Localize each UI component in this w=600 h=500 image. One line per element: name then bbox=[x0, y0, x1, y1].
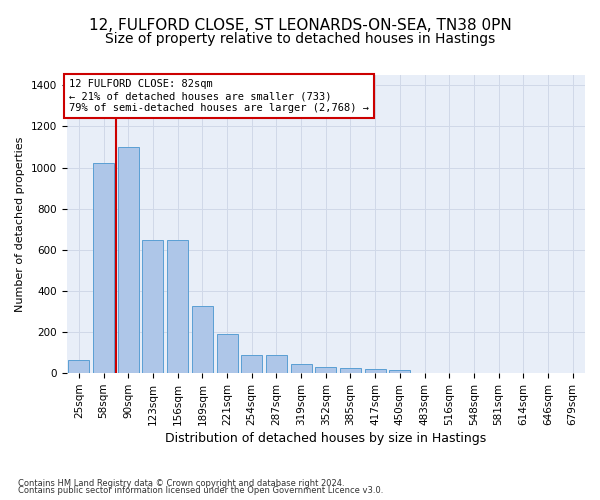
Text: Size of property relative to detached houses in Hastings: Size of property relative to detached ho… bbox=[105, 32, 495, 46]
Bar bbox=[118, 147, 139, 373]
Bar bbox=[167, 240, 188, 373]
Bar bbox=[266, 354, 287, 373]
Text: 12 FULFORD CLOSE: 82sqm
← 21% of detached houses are smaller (733)
79% of semi-d: 12 FULFORD CLOSE: 82sqm ← 21% of detache… bbox=[69, 80, 369, 112]
Bar bbox=[389, 370, 410, 373]
Bar bbox=[68, 360, 89, 373]
Bar bbox=[365, 369, 386, 373]
Bar bbox=[192, 306, 213, 373]
Bar bbox=[290, 364, 311, 373]
Text: 12, FULFORD CLOSE, ST LEONARDS-ON-SEA, TN38 0PN: 12, FULFORD CLOSE, ST LEONARDS-ON-SEA, T… bbox=[89, 18, 511, 32]
Bar bbox=[241, 354, 262, 373]
Bar bbox=[315, 367, 336, 373]
X-axis label: Distribution of detached houses by size in Hastings: Distribution of detached houses by size … bbox=[165, 432, 487, 445]
Text: Contains HM Land Registry data © Crown copyright and database right 2024.: Contains HM Land Registry data © Crown c… bbox=[18, 478, 344, 488]
Y-axis label: Number of detached properties: Number of detached properties bbox=[15, 136, 25, 312]
Bar bbox=[340, 368, 361, 373]
Text: Contains public sector information licensed under the Open Government Licence v3: Contains public sector information licen… bbox=[18, 486, 383, 495]
Bar bbox=[142, 240, 163, 373]
Bar bbox=[93, 164, 114, 373]
Bar bbox=[217, 334, 238, 373]
